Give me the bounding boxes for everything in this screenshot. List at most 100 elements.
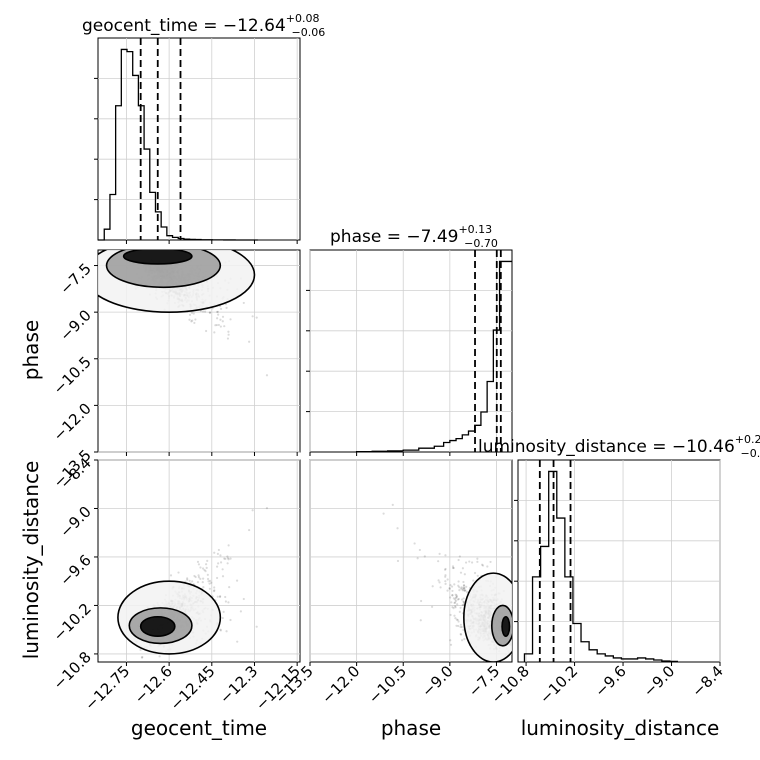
scatter-point: [222, 610, 225, 614]
scatter-point: [461, 589, 464, 592]
scatter-point: [215, 323, 218, 327]
scatter-point: [461, 567, 465, 570]
scatter-point: [450, 601, 453, 604]
hist-step: [355, 260, 512, 453]
scatter-point: [142, 667, 144, 669]
scatter-point: [186, 578, 189, 581]
scatter-point: [227, 601, 230, 604]
scatter-point: [216, 317, 219, 320]
scatter-point: [455, 594, 458, 597]
scatter-point: [457, 597, 460, 601]
scatter-point: [235, 579, 239, 582]
scatter-point: [444, 582, 447, 585]
scatter-point: [197, 563, 200, 566]
title-luminosity-distance: luminosity_distance = −10.46+0.21−0.17: [478, 433, 760, 460]
scatter-point: [204, 329, 208, 333]
scatter-point: [215, 576, 219, 580]
ylabel-phase: phase: [19, 320, 43, 380]
scatter-point: [457, 580, 460, 583]
scatter-point: [455, 595, 458, 599]
scatter-point: [140, 656, 144, 659]
density-contour: [139, 615, 176, 637]
xlabel-phase: phase: [381, 716, 441, 740]
scatter-point: [229, 318, 232, 321]
scatter-point: [225, 630, 228, 633]
scatter-point: [451, 566, 455, 570]
scatter-point: [457, 624, 460, 628]
scatter-point: [459, 623, 462, 626]
scatter-point: [464, 561, 468, 564]
panel-frame: [309, 249, 513, 453]
scatter-point: [216, 565, 219, 568]
scatter-point: [468, 560, 471, 563]
scatter-point: [454, 596, 457, 600]
scatter-point: [439, 586, 442, 589]
scatter-point: [453, 601, 457, 604]
scatter-point: [513, 636, 515, 638]
scatter-point: [462, 597, 465, 600]
y-tick-label: −9.0: [56, 503, 94, 541]
scatter-point: [203, 568, 206, 572]
scatter-point: [461, 603, 464, 607]
y-tick-label: −7.5: [56, 260, 94, 298]
scatter-point: [224, 595, 227, 599]
scatter-point: [212, 590, 216, 593]
y-tick-label: −12.0: [50, 399, 95, 444]
scatter-point: [455, 624, 458, 627]
scatter-point: [265, 507, 269, 510]
density-contour: [501, 615, 511, 637]
x-tick-label: −9.0: [640, 662, 678, 700]
scatter-point: [452, 597, 455, 600]
scatter-point: [444, 554, 447, 557]
scatter-phase-vs-geocent-time: [98, 250, 300, 453]
scatter-point: [513, 638, 515, 640]
scatter-point: [221, 320, 224, 323]
scatter-point: [459, 571, 463, 574]
scatter-point: [141, 655, 144, 659]
scatter-point: [460, 586, 463, 589]
scatter-point: [460, 639, 464, 642]
xlabel-geocent-time: geocent_time: [131, 716, 267, 740]
scatter-point: [208, 587, 211, 590]
x-tick-label: −10.2: [536, 662, 581, 707]
hist-geocent-time: [94, 38, 300, 241]
scatter-point: [158, 655, 161, 658]
xlabel-luminosity-distance: luminosity_distance: [521, 716, 720, 740]
scatter-point: [213, 586, 216, 589]
point-cloud: [98, 250, 269, 377]
scatter-point: [472, 579, 475, 582]
scatter-point: [391, 503, 394, 506]
scatter-point: [251, 315, 254, 318]
scatter-point: [463, 589, 466, 592]
panel-luminosity-hist: luminosity_distance = −10.46+0.21−0.17 l…: [478, 433, 760, 740]
panel-frame: [97, 37, 301, 241]
scatter-point: [229, 557, 232, 560]
scatter-point: [221, 575, 225, 578]
scatter-point: [451, 565, 455, 568]
scatter-point: [199, 577, 202, 580]
scatter-point: [418, 548, 421, 552]
scatter-point: [201, 581, 204, 584]
scatter-point: [210, 581, 213, 584]
scatter-point: [255, 625, 258, 628]
scatter-point: [208, 311, 212, 314]
scatter-point: [446, 589, 449, 592]
scatter-point: [204, 570, 207, 573]
scatter-point: [396, 527, 399, 530]
scatter-point: [197, 576, 201, 579]
scatter-point: [221, 616, 224, 620]
scatter-point: [216, 595, 219, 598]
scatter-point: [448, 586, 451, 590]
x-tick-label: −9.0: [418, 662, 456, 700]
scatter-point: [451, 594, 454, 597]
scatter-point: [227, 544, 230, 547]
x-tick-label: −12.45: [167, 662, 219, 714]
scatter-point: [416, 557, 419, 560]
scatter-point: [219, 628, 222, 631]
scatter-point: [454, 605, 457, 608]
scatter-point: [205, 566, 208, 569]
scatter-point: [481, 563, 484, 566]
scatter-point: [194, 575, 197, 579]
scatter-point: [459, 633, 463, 636]
